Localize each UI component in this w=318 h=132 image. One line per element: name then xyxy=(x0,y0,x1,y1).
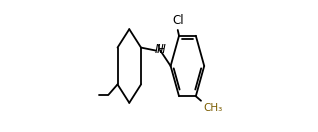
Text: N: N xyxy=(155,43,163,56)
Text: H: H xyxy=(157,43,166,56)
Text: Cl: Cl xyxy=(172,14,183,27)
Text: CH₃: CH₃ xyxy=(203,103,222,113)
